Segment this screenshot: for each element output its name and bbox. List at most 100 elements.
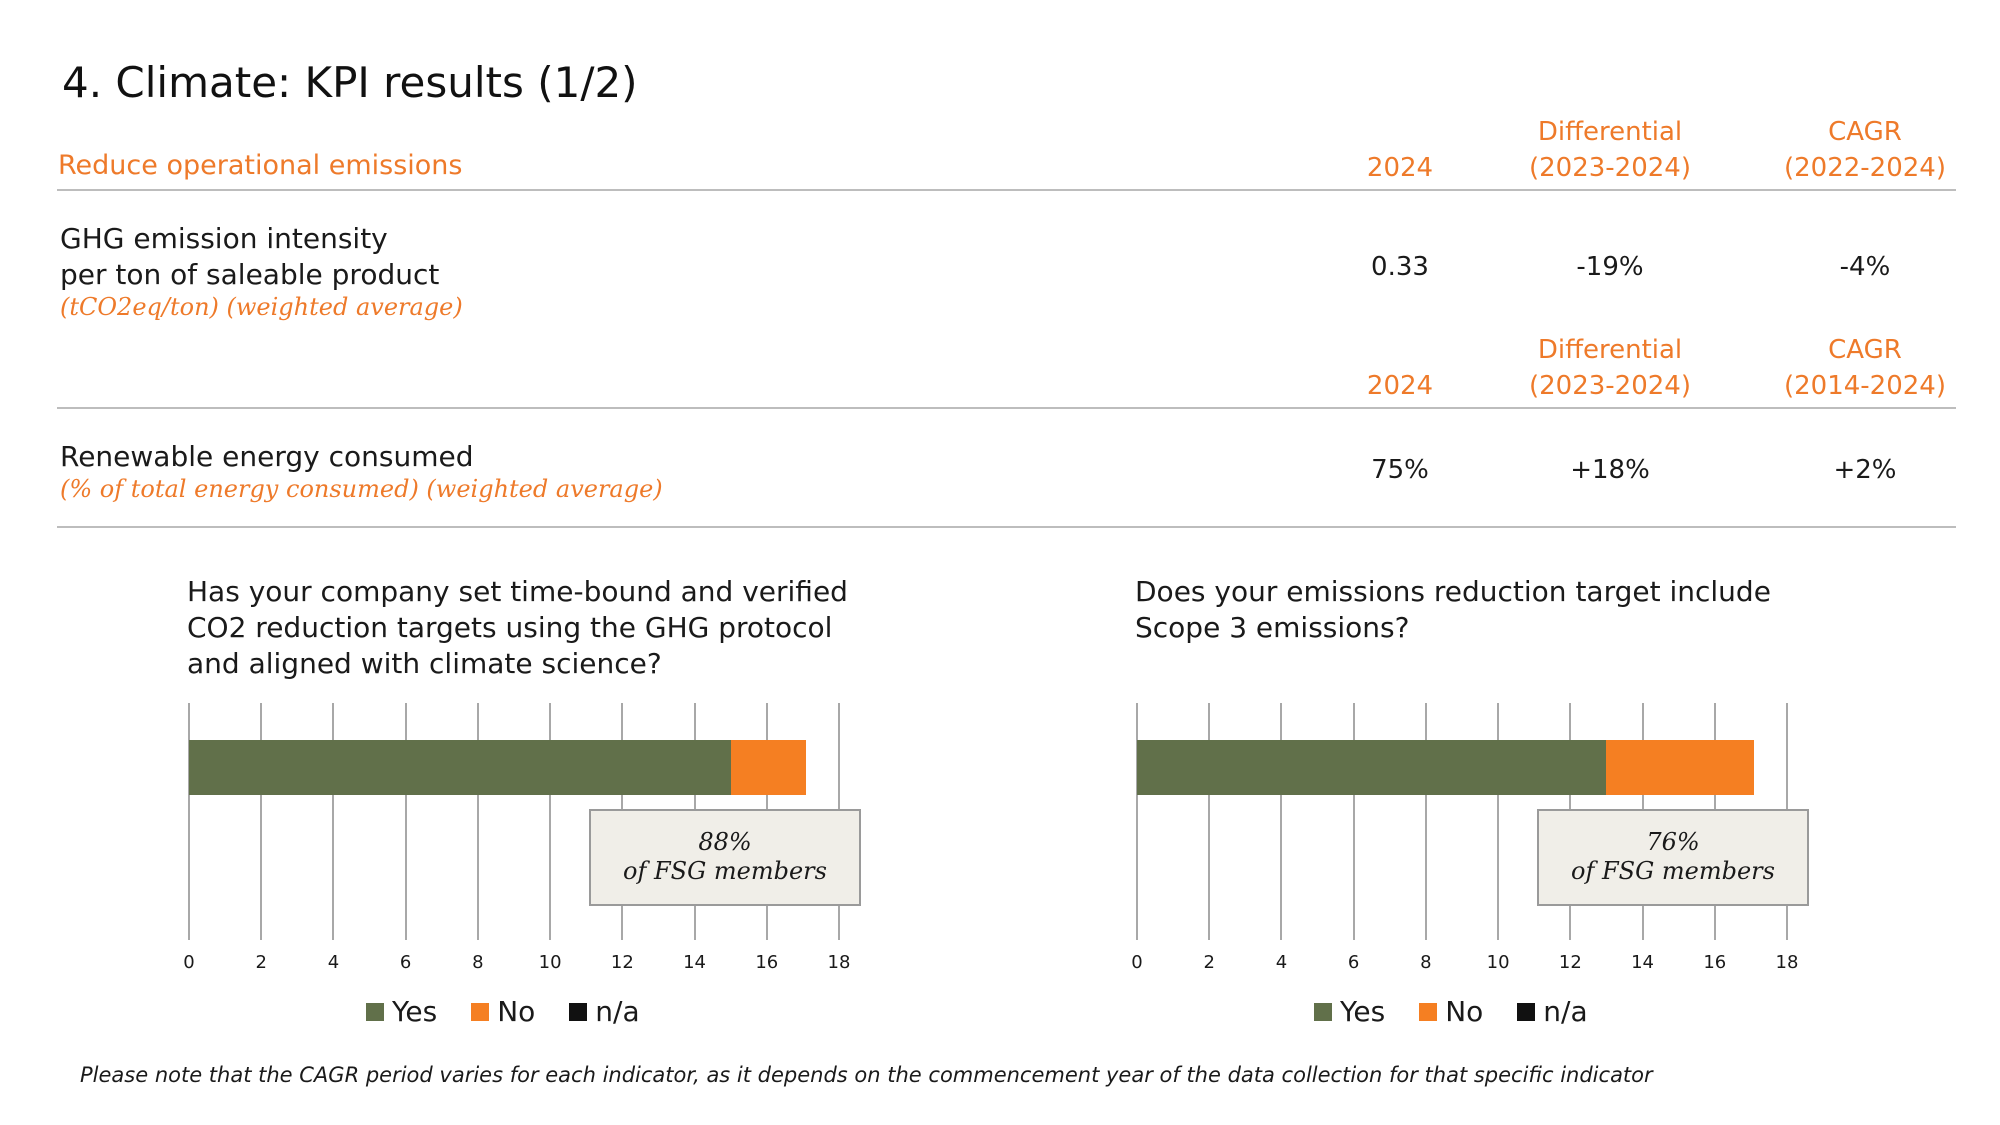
x-tick-label: 14 [683, 952, 706, 973]
header-cagr-period: (2022-2024) [1783, 153, 1946, 183]
kpi-label-line: Renewable energy consumed [60, 440, 474, 473]
header-differential-label: Differential [1537, 335, 1683, 365]
legend-swatch [1314, 1002, 1332, 1021]
legend-swatch [471, 1002, 490, 1021]
chart1-callout: 88% of FSG members [589, 809, 861, 906]
kpi-unit: (% of total energy consumed) (weighted a… [60, 475, 663, 503]
gridline [1280, 703, 1283, 940]
legend-label: No [497, 995, 536, 1028]
chart2-question: Does your emissions reduction target inc… [1135, 574, 1771, 646]
header-year: 2024 [1366, 153, 1434, 183]
x-tick-label: 18 [827, 952, 851, 973]
x-tick-label: 18 [1775, 952, 1799, 973]
header-differential-label: Differential [1537, 117, 1683, 147]
chart1-question: Has your company set time-bound and veri… [187, 574, 848, 682]
x-tick-label: 12 [610, 952, 634, 973]
legend-label: Yes [1340, 995, 1386, 1028]
x-tick-label: 2 [255, 952, 267, 973]
legend-swatch [1517, 1002, 1536, 1021]
kpi-renewable-differential: +18% [1570, 455, 1650, 485]
gridline [476, 703, 479, 940]
kpi-label-line: GHG emission intensity [60, 222, 388, 255]
legend-item-na: n/a [569, 995, 640, 1028]
gridline [332, 703, 335, 940]
legend-item-yes: Yes [366, 995, 437, 1028]
chart2-legend: Yes No n/a [1314, 995, 1622, 1028]
gridline [1352, 703, 1355, 940]
bar-segment-no [1606, 740, 1755, 795]
divider-rule [57, 189, 1956, 191]
x-tick-label: 12 [1558, 952, 1582, 973]
kpi-renewable-energy-label: Renewable energy consumed (% of total en… [60, 439, 663, 503]
legend-label: Yes [392, 995, 438, 1028]
x-tick-label: 10 [538, 952, 562, 973]
kpi-ghg-differential: -19% [1576, 252, 1644, 282]
bar-segment-yes [189, 740, 731, 795]
header-cagr-period: (2014-2024) [1783, 371, 1946, 401]
legend-swatch [569, 1002, 588, 1021]
legend-label: No [1445, 995, 1484, 1028]
chart1-legend: Yes No n/a [366, 995, 674, 1028]
header-cagr: CAGR (2022-2024) [1760, 114, 1970, 186]
gridline [260, 703, 263, 940]
bar-segment-yes [1137, 740, 1607, 795]
kpi-ghg-value: 0.33 [1371, 252, 1429, 282]
kpi-ghg-intensity-label: GHG emission intensity per ton of saleab… [60, 221, 463, 321]
x-tick-label: 10 [1486, 952, 1510, 973]
bar-segment-no [730, 740, 807, 795]
header-differential: Differential (2023-2024) [1500, 114, 1720, 186]
legend-label: n/a [595, 995, 640, 1028]
x-tick-label: 6 [399, 952, 412, 973]
divider-rule [57, 407, 1956, 409]
header-differential: Differential (2023-2024) [1500, 332, 1720, 404]
callout-percentage: 88% [698, 828, 752, 856]
callout-label: of FSG members [623, 857, 827, 885]
kpi-renewable-value: 75% [1371, 455, 1429, 485]
gridline [1424, 703, 1427, 940]
x-tick-label: 16 [1703, 952, 1727, 973]
kpi-renewable-cagr: +2% [1833, 455, 1897, 485]
chart-title-line: Scope 3 emissions? [1135, 611, 1410, 644]
kpi-unit: (tCO2eq/ton) (weighted average) [60, 293, 463, 321]
gridline [1136, 703, 1138, 940]
x-tick-label: 2 [1203, 952, 1215, 973]
header-differential-period: (2023-2024) [1528, 371, 1691, 401]
x-tick-label: 8 [472, 952, 484, 973]
x-tick-label: 8 [1420, 952, 1432, 973]
gridline [1208, 703, 1211, 940]
chart2-callout: 76% of FSG members [1537, 809, 1809, 906]
header-cagr-label: CAGR [1828, 335, 1902, 365]
chart-title-line: Does your emissions reduction target inc… [1135, 575, 1771, 608]
section-label-operational-emissions: Reduce operational emissions [58, 150, 463, 181]
legend-swatch [1419, 1002, 1438, 1021]
chart-title-line: Has your company set time-bound and veri… [187, 575, 848, 608]
x-tick-label: 0 [1131, 952, 1143, 973]
x-tick-label: 6 [1347, 952, 1360, 973]
legend-item-na: n/a [1517, 995, 1588, 1028]
gridline [1497, 703, 1500, 940]
header-cagr-label: CAGR [1828, 117, 1902, 147]
legend-label: n/a [1543, 995, 1588, 1028]
header-year: 2024 [1366, 371, 1434, 401]
divider-rule [57, 526, 1956, 528]
legend-item-no: No [471, 995, 535, 1028]
gridline [188, 703, 190, 940]
callout-label: of FSG members [1571, 857, 1775, 885]
legend-item-yes: Yes [1314, 995, 1385, 1028]
gridline [404, 703, 407, 940]
x-tick-label: 0 [183, 952, 195, 973]
chart-title-line: and aligned with climate science? [187, 647, 662, 680]
x-tick-label: 14 [1631, 952, 1654, 973]
x-tick-label: 4 [327, 952, 340, 973]
page-title: 4. Climate: KPI results (1/2) [62, 58, 638, 107]
x-tick-label: 16 [755, 952, 779, 973]
callout-percentage: 76% [1646, 828, 1700, 856]
x-tick-label: 4 [1275, 952, 1288, 973]
header-differential-period: (2023-2024) [1528, 153, 1691, 183]
kpi-label-line: per ton of saleable product [60, 258, 440, 291]
gridline [549, 703, 552, 940]
chart-title-line: CO2 reduction targets using the GHG prot… [187, 611, 833, 644]
footnote: Please note that the CAGR period varies … [80, 1063, 1653, 1087]
header-cagr: CAGR (2014-2024) [1760, 332, 1970, 404]
legend-item-no: No [1419, 995, 1483, 1028]
